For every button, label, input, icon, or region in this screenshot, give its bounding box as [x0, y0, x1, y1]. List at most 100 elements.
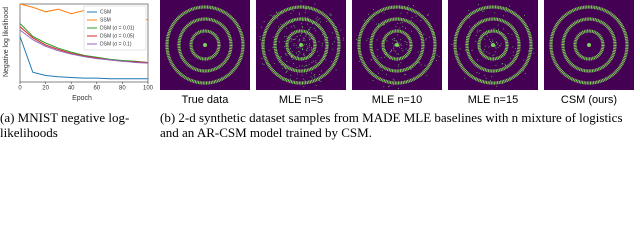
- noise-dot: [434, 57, 436, 59]
- sample-image: [448, 0, 538, 90]
- noise-dot: [293, 24, 295, 26]
- noise-dot: [270, 14, 272, 16]
- noise-dot: [493, 54, 495, 56]
- noise-dot: [332, 32, 334, 34]
- noise-dot: [304, 79, 306, 81]
- noise-dot: [410, 68, 412, 70]
- noise-dot: [280, 23, 282, 25]
- noise-dot: [299, 38, 301, 40]
- noise-dot: [299, 52, 301, 54]
- noise-dot: [329, 13, 331, 15]
- noise-dot: [404, 41, 406, 43]
- noise-dot: [420, 64, 422, 66]
- noise-dot: [296, 78, 298, 80]
- noise-dot: [486, 35, 488, 37]
- noise-dot: [309, 38, 311, 40]
- noise-dot: [301, 49, 303, 51]
- noise-dot: [478, 4, 480, 6]
- noise-dot: [389, 52, 391, 54]
- noise-dot: [402, 50, 404, 52]
- noise-dot: [413, 5, 415, 7]
- noise-dot: [299, 47, 301, 49]
- ring: [453, 5, 533, 85]
- noise-dot: [484, 45, 486, 47]
- noise-dot: [261, 47, 263, 49]
- noise-dot: [512, 55, 514, 57]
- noise-dot: [303, 78, 305, 80]
- noise-dot: [340, 29, 342, 31]
- noise-dot: [300, 0, 302, 2]
- sample-image: [256, 0, 346, 90]
- noise-dot: [426, 14, 428, 16]
- noise-dot: [488, 52, 490, 54]
- noise-dot: [308, 49, 310, 51]
- noise-dot: [384, 56, 386, 58]
- noise-dot: [400, 68, 402, 70]
- noise-dot: [311, 61, 313, 63]
- noise-dot: [261, 63, 263, 65]
- noise-dot: [315, 18, 317, 20]
- noise-dot: [509, 57, 511, 59]
- noise-dot: [363, 19, 365, 21]
- noise-dot: [261, 26, 263, 28]
- noise-dot: [503, 28, 505, 30]
- noise-dot: [318, 23, 320, 25]
- noise-dot: [315, 30, 317, 32]
- noise-dot: [307, 48, 309, 50]
- noise-dot: [275, 11, 277, 13]
- noise-dot: [415, 15, 417, 17]
- noise-dot: [400, 39, 402, 41]
- noise-dot: [305, 72, 307, 74]
- noise-dot: [277, 17, 279, 19]
- noise-dot: [497, 46, 499, 48]
- noise-dot: [459, 48, 461, 50]
- y-axis-label: Negative log likelihood: [3, 7, 10, 77]
- noise-dot: [311, 48, 313, 50]
- noise-dot: [508, 5, 510, 7]
- noise-dot: [307, 23, 309, 25]
- noise-dot: [370, 59, 372, 61]
- noise-dot: [312, 60, 314, 62]
- noise-dot: [511, 33, 513, 35]
- noise-dot: [411, 16, 413, 18]
- noise-dot: [390, 51, 392, 53]
- ring: [573, 29, 605, 61]
- x-tick-label: 60: [93, 86, 100, 92]
- noise-dot: [319, 74, 321, 76]
- ring: [561, 17, 617, 73]
- noise-dot: [259, 38, 261, 40]
- noise-dot: [366, 39, 368, 41]
- noise-dot: [391, 49, 393, 51]
- noise-dot: [281, 79, 283, 81]
- noise-dot: [291, 51, 293, 53]
- noise-dot: [477, 59, 479, 61]
- noise-dot: [393, 45, 395, 47]
- noise-dot: [356, 38, 358, 40]
- noise-dot: [332, 48, 334, 50]
- noise-dot: [500, 43, 502, 45]
- noise-dot: [308, 28, 310, 30]
- noise-dot: [376, 55, 378, 57]
- caption-b: (b) 2-d synthetic dataset samples from M…: [160, 110, 623, 140]
- noise-dot: [406, 42, 408, 44]
- noise-dot: [402, 25, 404, 27]
- noise-dot: [298, 54, 300, 56]
- noise-dot: [298, 39, 300, 41]
- noise-dot: [532, 47, 534, 49]
- noise-dot: [383, 86, 385, 88]
- noise-dot: [485, 77, 487, 79]
- noise-dot: [476, 31, 478, 33]
- noise-dot: [514, 48, 516, 50]
- noise-dot: [320, 80, 322, 82]
- noise-dot: [297, 55, 299, 57]
- noise-dot: [464, 77, 466, 79]
- noise-dot: [318, 41, 320, 43]
- noise-dot: [303, 37, 305, 39]
- noise-dot: [492, 41, 494, 43]
- noise-dot: [426, 74, 428, 76]
- noise-dot: [321, 43, 323, 45]
- noise-dot: [527, 50, 529, 52]
- ring: [549, 5, 629, 85]
- noise-dot: [301, 23, 303, 25]
- noise-dot: [492, 55, 494, 57]
